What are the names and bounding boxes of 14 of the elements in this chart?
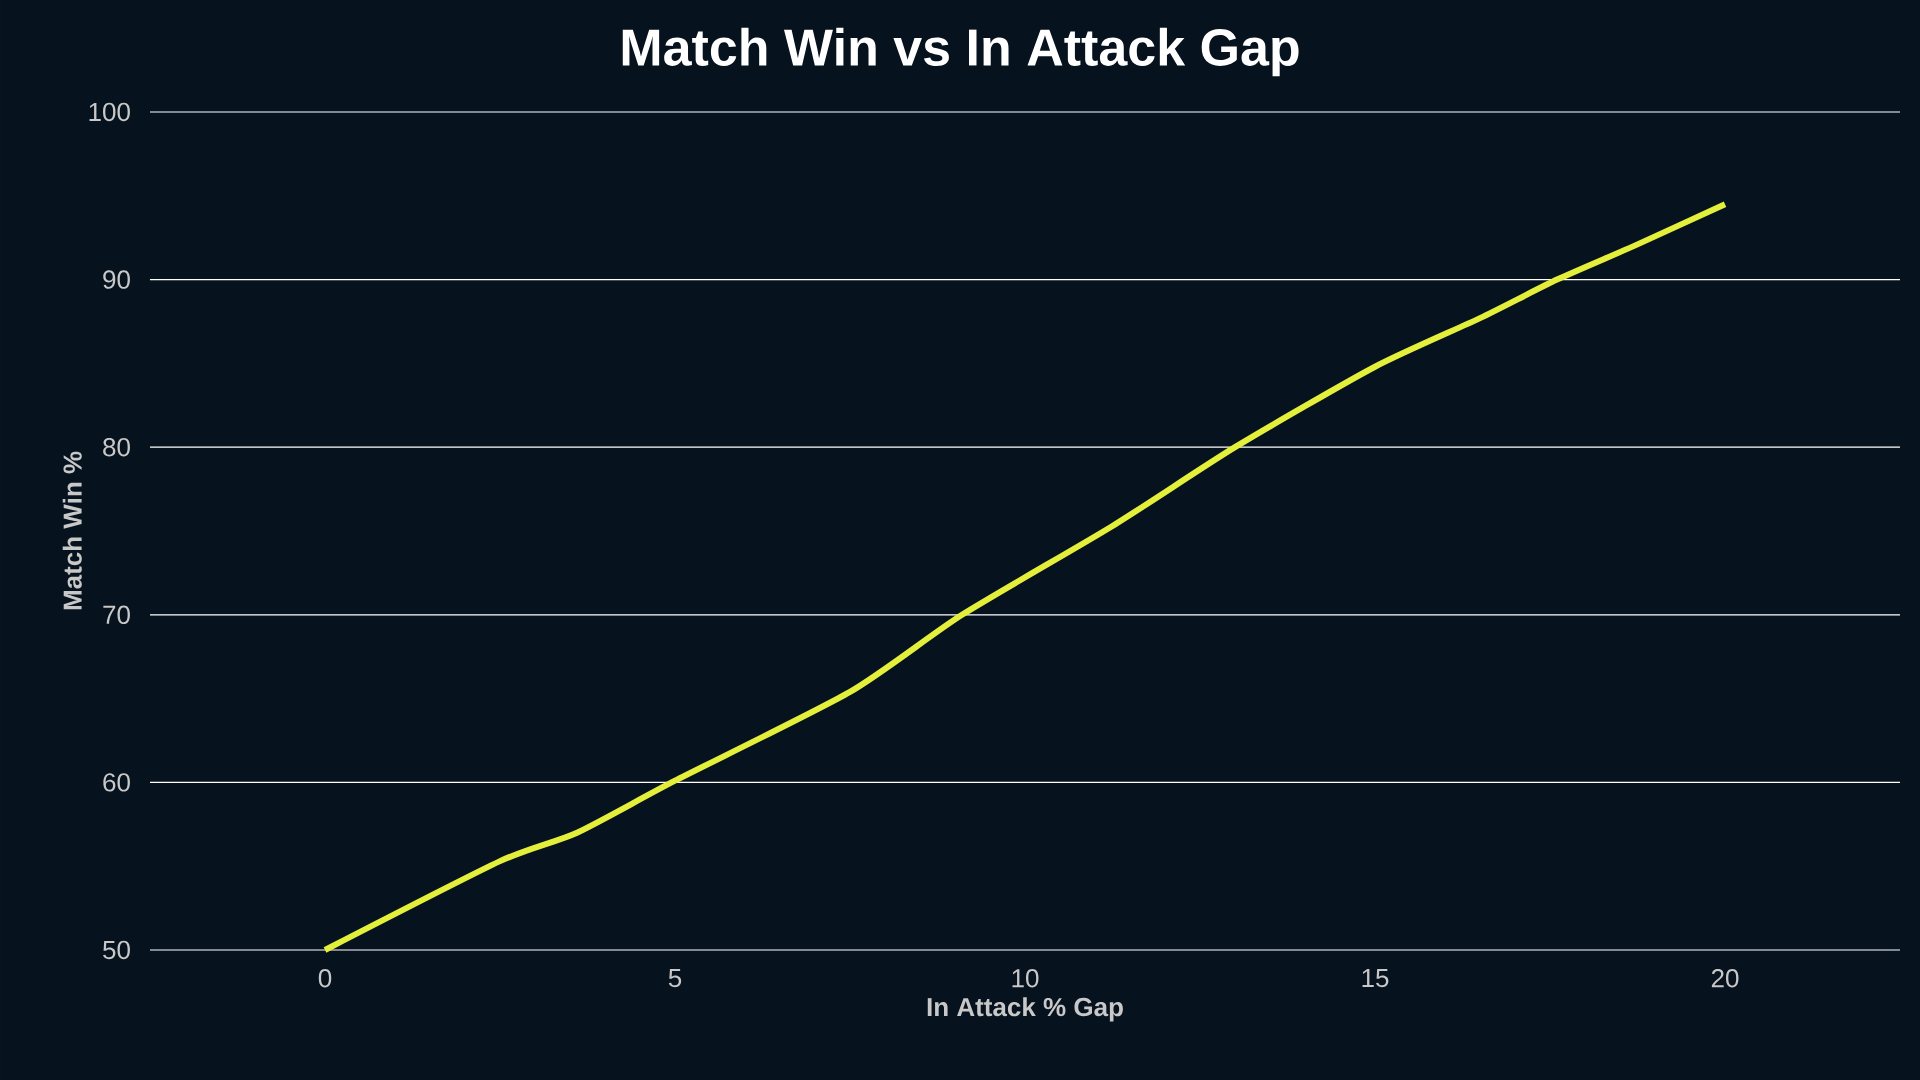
x-tick-label: 20 [1711, 969, 1739, 988]
x-tick-label: 5 [668, 969, 682, 988]
x-tick-label: 15 [1362, 969, 1389, 988]
y-tick-label: 70 [103, 605, 130, 624]
y-tick-label: 60 [103, 773, 130, 792]
x-tick-label: 10 [1012, 969, 1039, 988]
y-tick-label: 90 [103, 270, 130, 289]
y-tick-label: 80 [103, 437, 130, 457]
y-axis-title: Match Win % [62, 451, 82, 610]
y-tick-label: 100 [89, 102, 130, 122]
y-tick-label: 50 [103, 940, 130, 960]
x-axis-title: In Attack % Gap [927, 997, 1123, 1022]
chart-title: Match Win vs In Attack Gap [622, 27, 1299, 77]
x-tick-label: 0 [318, 969, 332, 988]
